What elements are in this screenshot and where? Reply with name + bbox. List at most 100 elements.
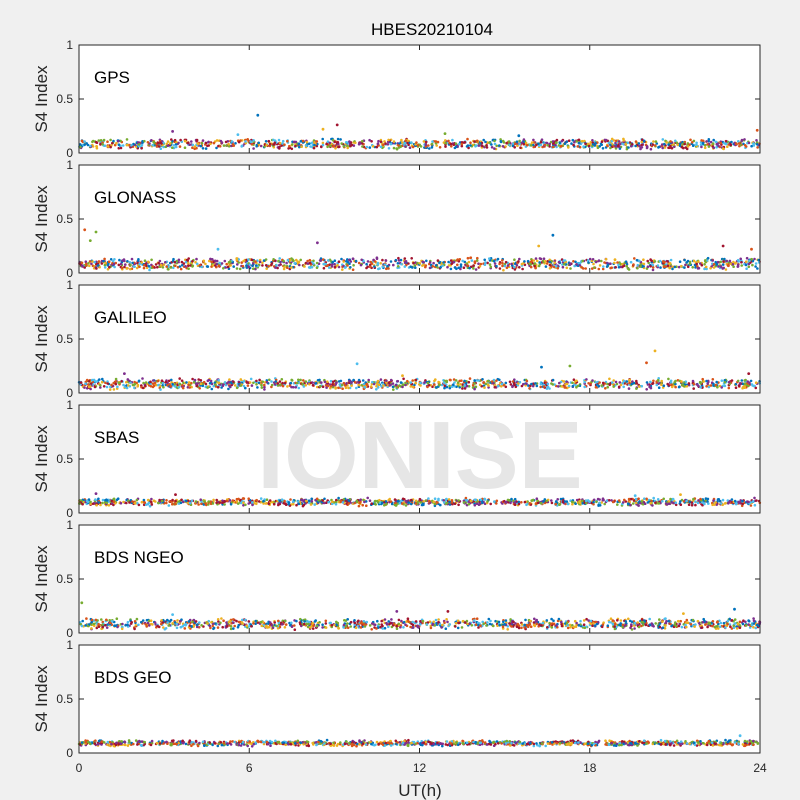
data-point [625,262,629,266]
data-point [738,626,742,630]
data-point [466,144,470,147]
data-point [329,379,333,383]
data-point [633,627,636,630]
data-point [265,267,269,270]
data-point [201,139,205,142]
data-point [756,146,759,149]
data-point [446,265,449,269]
data-point [478,502,482,506]
data-point [679,493,682,496]
data-point [99,503,102,507]
data-point [262,259,266,262]
data-point [604,138,608,142]
data-point [627,387,631,390]
data-point [755,139,758,142]
data-point [217,264,221,268]
data-point [648,617,651,621]
data-point [392,140,396,143]
data-point [126,260,129,263]
data-point [586,259,590,262]
data-point [295,381,299,385]
data-point [97,260,101,263]
data-point [726,145,729,148]
data-point [606,385,609,389]
data-point [196,142,200,146]
data-point [360,258,364,262]
scatter-points [77,349,761,391]
data-point [320,145,323,149]
data-point [204,503,208,506]
data-point [748,381,751,385]
data-point [395,147,399,150]
data-point [414,266,417,270]
data-point [286,139,289,143]
data-point [87,262,90,265]
data-point [319,259,323,262]
data-point [128,501,131,504]
data-point [145,266,149,270]
data-point [195,384,198,388]
data-point [750,247,753,251]
data-point [101,498,105,502]
panel-label: GPS [94,68,130,87]
data-point [221,501,224,505]
data-point [217,379,220,382]
data-point [315,261,319,265]
data-point [614,141,617,145]
data-point [412,261,415,265]
data-point [88,260,92,263]
data-point [675,141,679,144]
data-point [383,618,387,621]
data-point [605,499,609,503]
data-point [662,497,665,501]
data-point [755,143,759,146]
data-point [438,261,441,265]
data-point [321,137,325,141]
data-point [340,383,344,387]
data-point [505,141,508,145]
data-point [321,258,325,261]
data-point [240,144,244,148]
data-point [683,266,686,269]
data-point [180,260,184,264]
data-point [627,502,630,506]
data-point [750,144,753,148]
data-point [192,381,196,384]
data-point [112,262,116,266]
data-point [394,258,398,262]
data-point [156,379,160,383]
data-point [235,257,238,260]
data-point [495,499,499,503]
data-point [450,145,453,148]
data-point [439,265,443,269]
data-point [206,386,209,389]
data-point [753,384,756,388]
data-point [312,146,316,150]
data-point [685,261,688,264]
data-point [392,146,396,150]
data-point [653,349,657,353]
data-point [696,384,700,388]
data-point [335,123,339,127]
data-point [206,144,209,148]
data-point [386,143,390,146]
data-point [106,267,110,271]
data-point [721,263,725,266]
data-point [691,379,695,383]
data-point [184,499,188,503]
data-point [660,383,663,387]
data-point [406,141,410,145]
data-point [574,260,577,264]
data-point [222,144,226,147]
data-point [223,503,226,506]
data-point [109,258,113,261]
data-point [712,266,716,269]
data-point [459,265,463,268]
data-point [674,385,677,389]
y-axis-label: S4 Index [32,425,51,493]
data-point [173,260,177,264]
data-point [481,378,484,381]
data-point [105,499,109,502]
data-point [299,258,303,262]
data-point [510,497,513,501]
